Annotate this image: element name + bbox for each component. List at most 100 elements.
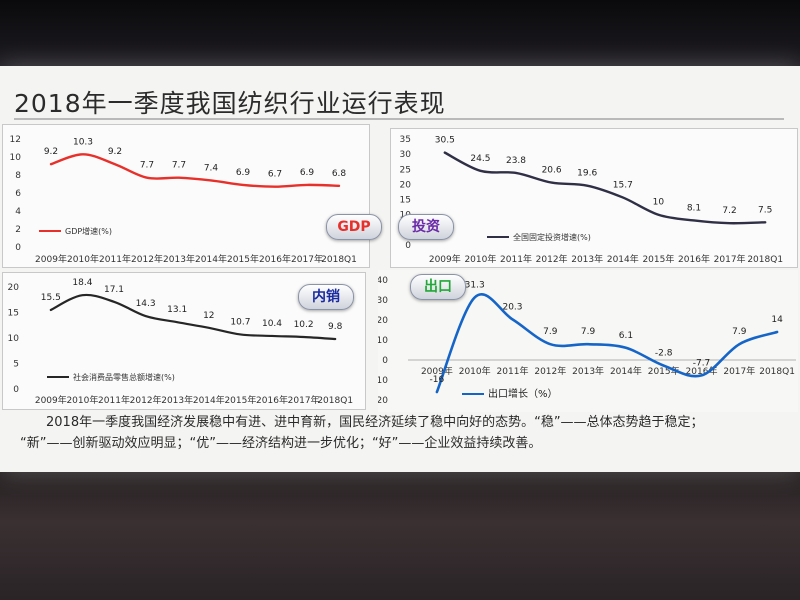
data-point [764, 221, 766, 224]
data-label: 8.1 [687, 203, 701, 213]
data-point [549, 343, 552, 345]
legend-label: 社会消费品零售总额增速(%) [73, 372, 175, 382]
data-label: 10 [653, 198, 665, 208]
data-label: 7.9 [732, 327, 747, 337]
data-label: 18.4 [72, 278, 92, 288]
x-tick-label: 2017年 [723, 365, 755, 377]
legend-label: GDP增速(%) [65, 226, 112, 236]
data-point [657, 213, 660, 216]
x-tick-label: 2010年 [66, 394, 98, 406]
x-tick-label: 2013年 [571, 253, 603, 265]
projection-screen: 2018年一季度我国纺织行业运行表现 0 2 4 6 8 10 12 2009年 2010年 20… [0, 66, 800, 472]
x-tick-label: 2012年 [131, 253, 163, 265]
summary-line-1: 2018年一季度我国经济发展稳中有进、进中育新，国民经济延续了稳中向好的态势。“… [46, 415, 704, 430]
data-point [306, 184, 308, 186]
y-tick-label: 0 [405, 241, 411, 251]
data-point [50, 163, 52, 165]
badge-domestic-sales: 内销 [298, 284, 354, 310]
data-point [178, 176, 180, 179]
x-tick-label: 2016年 [256, 394, 288, 406]
summary-line-2: “新”——创新驱动效应明显；“优”——经济结构进一步优化；“好”——企业效益持续… [20, 436, 542, 451]
y-tick-label: 0 [13, 385, 19, 395]
investment-chart-panel: 051015202530352009年2010年2011年2012年2013年2… [390, 128, 798, 268]
export-chart: -20-100102030402009年2010年2011年2012年2013年… [378, 276, 796, 406]
data-label: 14 [771, 315, 783, 325]
y-tick-label: 40 [378, 276, 388, 286]
data-label: 15.7 [613, 180, 633, 190]
x-tick-label: 2009年 [35, 394, 67, 406]
data-label: 7.2 [722, 206, 736, 216]
x-tick-label: 2014年 [193, 394, 225, 406]
y-tick-label: 30 [378, 296, 388, 306]
x-tick-label: 2014年 [610, 365, 642, 377]
series-line [443, 151, 767, 225]
stage-background-top [0, 0, 800, 70]
data-point [242, 184, 244, 186]
y-tick-label: 30 [400, 150, 412, 160]
data-point [662, 364, 665, 367]
x-tick-label: 2015年 [227, 253, 259, 265]
data-label: 6.1 [619, 331, 633, 341]
x-tick-label: 2017年 [291, 253, 323, 265]
y-tick-label: -10 [378, 376, 388, 386]
x-tick-label: 2010年 [464, 253, 496, 265]
x-tick-label: 2009年 [429, 253, 461, 265]
data-label: 10.4 [262, 319, 282, 329]
data-label: 17.1 [104, 285, 124, 295]
data-point [473, 296, 476, 299]
y-tick-label: 12 [10, 135, 21, 145]
x-tick-label: 2017年 [714, 253, 746, 265]
data-point [479, 170, 482, 172]
x-tick-label: 2011年 [99, 253, 131, 265]
y-tick-label: -20 [378, 396, 388, 406]
investment-chart: 051015202530352009年2010年2011年2012年2013年2… [400, 135, 784, 265]
data-point [271, 335, 273, 337]
data-label: 9.8 [328, 322, 343, 332]
data-point [239, 333, 242, 336]
x-tick-label: 2012年 [534, 365, 566, 377]
data-point [776, 331, 778, 333]
x-tick-label: 2012年 [536, 253, 568, 265]
data-label: 12 [203, 311, 214, 321]
series-line [49, 293, 337, 341]
y-tick-label: 15 [400, 196, 411, 206]
x-tick-label: 2009年 [35, 253, 67, 265]
y-tick-label: 4 [15, 207, 21, 217]
data-label: 6.7 [268, 170, 282, 180]
data-point [436, 391, 438, 393]
data-point [114, 163, 116, 165]
data-point [50, 309, 52, 311]
gdp-chart-panel: 0 2 4 6 8 10 12 2009年 2010年 2011年 2012年 2013年 2014年 2… [2, 124, 370, 268]
badge-gdp: GDP [326, 214, 382, 240]
data-point [208, 327, 210, 329]
data-label: 6.9 [300, 168, 315, 178]
data-point [302, 336, 305, 338]
x-tick-label: 2011年 [500, 253, 532, 265]
data-label: -2.8 [655, 349, 673, 359]
data-point [550, 181, 553, 184]
data-point [586, 184, 588, 187]
data-label: 7.5 [758, 205, 772, 215]
y-tick-label: 10 [10, 153, 22, 163]
data-point [511, 318, 514, 321]
x-tick-label: 2010年 [459, 365, 491, 377]
data-label: 20.6 [542, 166, 562, 176]
data-point [210, 179, 212, 182]
x-tick-label: 2016年 [259, 253, 291, 265]
data-point [515, 172, 517, 174]
data-label: 20.3 [502, 302, 522, 312]
data-label: 7.9 [581, 327, 596, 337]
data-point [334, 338, 337, 340]
data-label: 14.3 [136, 299, 156, 309]
y-tick-label: 2 [15, 225, 21, 235]
x-tick-label: 2013年 [572, 365, 604, 377]
x-tick-label: 2011年 [98, 394, 130, 406]
data-point [144, 315, 147, 317]
data-point [444, 151, 446, 154]
y-tick-label: 20 [8, 283, 20, 293]
x-tick-label: 2013年 [161, 394, 193, 406]
data-point [113, 300, 115, 303]
legend-label: 全国固定投资增速(%) [513, 232, 591, 242]
x-tick-label: 2015年 [642, 253, 674, 265]
